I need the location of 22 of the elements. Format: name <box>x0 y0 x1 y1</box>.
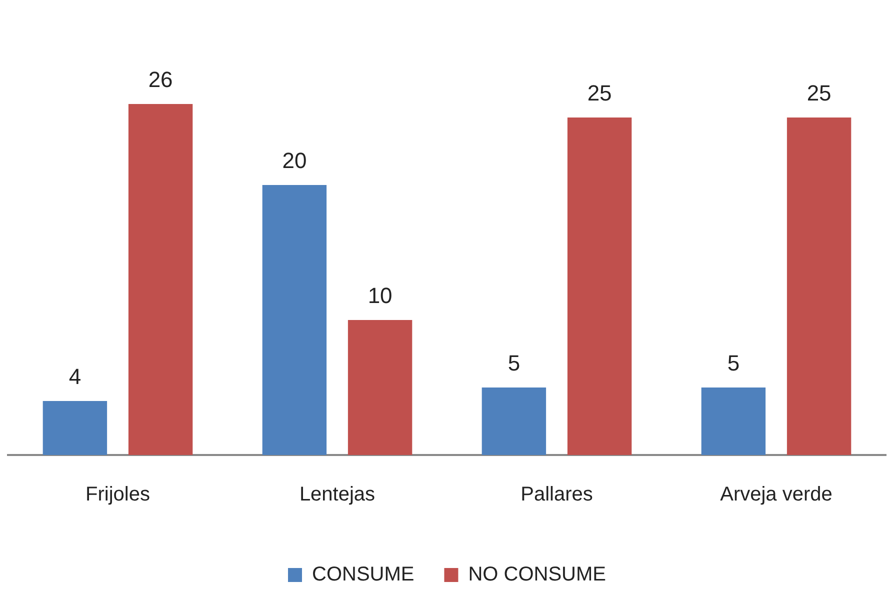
legend-label: NO CONSUME <box>468 564 606 586</box>
bar <box>42 401 108 455</box>
data-label: 5 <box>727 350 740 376</box>
x-tick-label: Arveja verde <box>720 484 832 506</box>
bar <box>262 185 327 455</box>
data-label: 20 <box>282 148 307 174</box>
data-label: 25 <box>587 80 612 106</box>
bar <box>348 320 412 455</box>
bar <box>128 104 193 455</box>
data-label: 4 <box>68 364 82 390</box>
data-label: 10 <box>368 283 392 308</box>
bar <box>567 118 632 455</box>
bar <box>482 388 546 455</box>
x-tick-label: Frijoles <box>86 484 150 506</box>
data-label: 26 <box>148 67 173 92</box>
bar <box>786 118 852 455</box>
data-label: 25 <box>806 80 832 106</box>
x-tick-label: Lentejas <box>299 484 376 506</box>
legend-label: CONSUME <box>312 564 414 586</box>
data-label: 5 <box>508 350 520 376</box>
x-tick-label: Pallares <box>520 484 593 506</box>
bar <box>701 388 766 455</box>
